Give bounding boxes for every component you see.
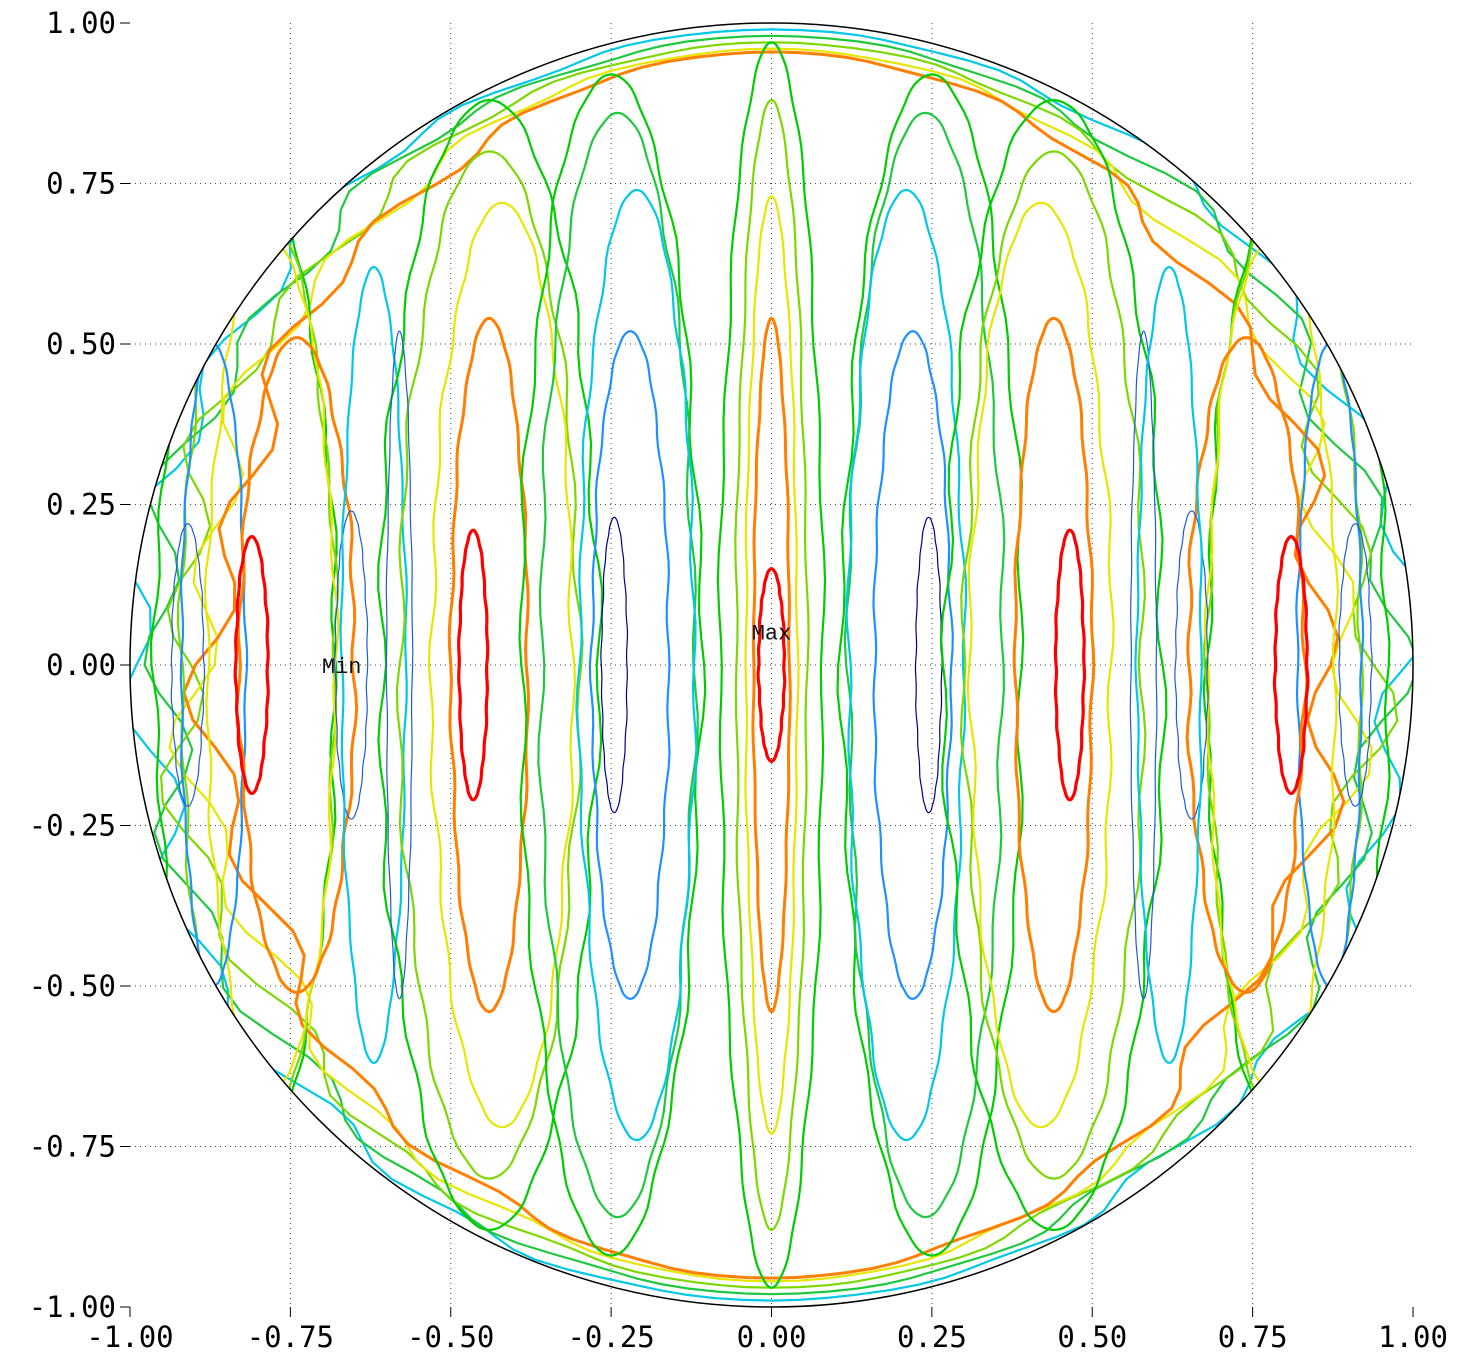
contour-line [756,567,787,763]
contour-line [959,150,1147,1180]
contour-line [914,516,943,814]
x-tick-label: -0.50 [407,1320,494,1354]
contour-line [457,528,490,802]
contour-line [179,342,249,988]
contour-line [160,41,1399,1289]
contour-line [575,188,698,1142]
contour-line [170,523,206,807]
contour-line [233,534,270,796]
x-tick-label: 0.00 [737,1320,807,1354]
contour-line [1338,523,1373,807]
contour-line [1053,528,1087,802]
contour-line [143,34,1413,1296]
contour-line [447,316,530,1014]
contour-line [872,330,954,1000]
contour-line [836,73,1025,1257]
contour-line [518,73,707,1257]
annotations: Max Min [322,621,791,680]
contour-line [940,98,1168,1232]
contour-line [1129,330,1158,1000]
x-tick-label: 0.25 [897,1320,967,1354]
y-tick-label: -0.25 [29,809,116,843]
y-tick-label: -0.50 [29,969,116,1003]
contour-line [1272,534,1310,796]
contour-line [537,111,699,1219]
contour-line [600,516,629,814]
contour-line [716,41,827,1289]
x-tick-label: 0.75 [1218,1320,1288,1354]
x-tick-label: 1.00 [1378,1320,1448,1354]
contour-line [395,150,584,1180]
max-annotation: Max [752,621,792,646]
x-tick-label: 0.50 [1057,1320,1127,1354]
contour-line [966,201,1115,1129]
contour-line [588,330,671,1000]
y-tick-label: 0.75 [46,167,116,201]
contour-line [182,50,1346,1280]
contour-line [176,201,340,1129]
contour-line [427,201,577,1129]
y-tick-label: 0.00 [46,648,116,682]
contour-line [734,98,810,1232]
contour-line [845,188,968,1142]
contour-line [744,195,800,1135]
contour-line [168,47,1373,1283]
contour-line [203,240,340,1090]
contour-line [1012,316,1096,1014]
y-tick-label: -1.00 [29,1290,116,1324]
contour-line [333,510,369,820]
axes [120,22,1414,1317]
y-tick-label: 0.25 [46,488,116,522]
contour-line [130,28,1413,1302]
contour-line [843,111,1006,1219]
grid-lines [130,23,1413,1307]
x-tick-label: -0.25 [567,1320,654,1354]
tick-labels: 1.00 0.75 0.50 0.25 0.00 -0.25 -0.50 -0.75 -1.00… [29,6,1448,1354]
x-tick-label: -1.00 [86,1320,173,1354]
contour-lines [130,28,1413,1302]
contour-line [1134,265,1203,1065]
y-tick-label: 1.00 [46,6,116,40]
contour-line [235,336,359,994]
y-tick-label: -0.75 [29,1130,116,1164]
contour-line [751,316,792,1014]
y-tick-label: 0.50 [46,327,116,361]
contour-line [385,330,414,1000]
contour-line [1295,342,1365,988]
contour-line [1185,336,1309,994]
contour-line [339,265,408,1065]
x-tick-label: -0.75 [247,1320,334,1354]
min-annotation: Min [322,655,362,680]
